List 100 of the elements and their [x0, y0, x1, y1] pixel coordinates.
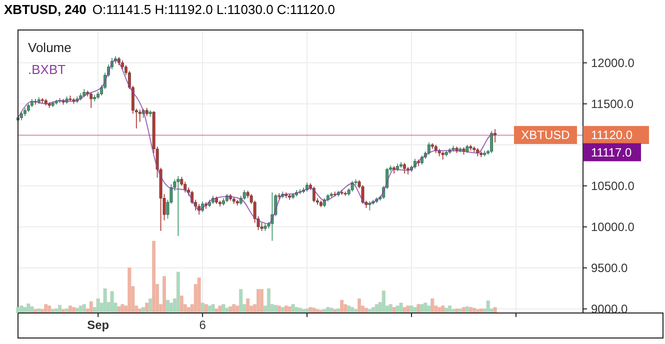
bar	[58, 304, 62, 314]
bar	[392, 307, 396, 314]
bar	[16, 307, 20, 314]
bar	[284, 306, 288, 314]
candlestick	[427, 142, 430, 156]
bar	[420, 304, 424, 314]
bar	[298, 308, 302, 314]
bar	[326, 307, 330, 314]
bar	[444, 308, 448, 314]
x-tick-label: Sep	[87, 318, 110, 332]
bar	[374, 304, 378, 314]
bar	[186, 307, 190, 314]
candlestick	[242, 190, 246, 200]
bar	[117, 306, 121, 314]
y-tick-label: 11500.0	[591, 97, 634, 112]
candlestick	[403, 162, 406, 174]
bar	[34, 309, 38, 314]
y-tick-label: 10500.0	[591, 179, 635, 194]
bar	[197, 278, 201, 314]
text: 11117.0	[591, 145, 632, 160]
bar	[204, 304, 208, 314]
bar	[340, 300, 344, 314]
bar	[128, 267, 132, 314]
candlestick	[176, 176, 180, 236]
bar	[399, 302, 403, 314]
y-tick-label: 10000.0	[591, 220, 635, 234]
bar	[288, 306, 292, 314]
bar	[413, 307, 417, 314]
bar	[368, 309, 372, 314]
bar	[410, 306, 414, 314]
bar	[462, 307, 466, 314]
chart-title: XBTUSD, 240	[4, 2, 86, 17]
bar	[162, 276, 166, 314]
bar	[23, 307, 27, 314]
chart-title: Volume	[28, 40, 72, 55]
bar	[396, 306, 400, 314]
bar	[48, 306, 52, 314]
y-tick-label: 12000.0	[591, 56, 635, 70]
bar	[51, 309, 55, 314]
bar	[44, 304, 48, 314]
bar	[350, 307, 354, 314]
bar	[291, 304, 295, 314]
bar	[302, 309, 306, 314]
bar	[218, 306, 222, 314]
bar	[256, 289, 260, 314]
bar	[382, 290, 386, 314]
bar	[347, 306, 351, 314]
bar	[364, 308, 368, 314]
bar	[103, 288, 107, 314]
bar	[260, 289, 264, 314]
bar	[72, 307, 76, 314]
text: 11120.0	[591, 128, 633, 142]
bar	[152, 240, 156, 314]
bar	[82, 304, 86, 314]
bar	[280, 307, 284, 314]
bar	[312, 308, 316, 314]
chart-subtitle: O:11141.5 H:11192.0 L:11030.0 C:11120.0	[92, 2, 335, 17]
bar	[208, 306, 212, 314]
bar	[110, 291, 114, 314]
bar	[211, 304, 215, 314]
bar	[441, 306, 445, 314]
bar	[358, 298, 362, 314]
bar	[294, 307, 298, 314]
bar	[169, 302, 173, 314]
y-tick-label: 9500.0	[591, 261, 628, 276]
candlestick	[90, 92, 93, 108]
bar	[68, 306, 72, 314]
bar	[406, 306, 410, 314]
bar	[246, 298, 250, 314]
bar	[75, 308, 79, 314]
candlestick	[184, 181, 187, 193]
bar	[176, 272, 180, 314]
bar	[277, 306, 281, 314]
bar	[225, 308, 229, 314]
candlestick	[490, 130, 494, 154]
bar	[222, 304, 226, 314]
bar	[89, 301, 93, 314]
bar	[308, 307, 312, 314]
bar	[333, 309, 337, 314]
series-label: .BXBT	[28, 62, 66, 77]
bar	[239, 289, 243, 314]
bar	[416, 304, 420, 314]
bar	[20, 306, 24, 314]
bar	[62, 309, 66, 314]
bar	[452, 309, 456, 314]
bar	[486, 300, 490, 314]
y-tick-label: 9000.0	[591, 302, 628, 316]
bar	[96, 298, 100, 314]
bar	[145, 302, 149, 314]
bar	[424, 302, 428, 314]
bar	[388, 304, 392, 314]
bar	[322, 309, 326, 314]
bar	[330, 308, 334, 314]
bar	[430, 298, 434, 314]
bar	[228, 306, 232, 314]
bar	[493, 307, 497, 314]
bar	[266, 288, 270, 314]
x-tick-label: 6	[199, 318, 206, 332]
bar	[448, 306, 452, 314]
bar	[465, 306, 469, 314]
